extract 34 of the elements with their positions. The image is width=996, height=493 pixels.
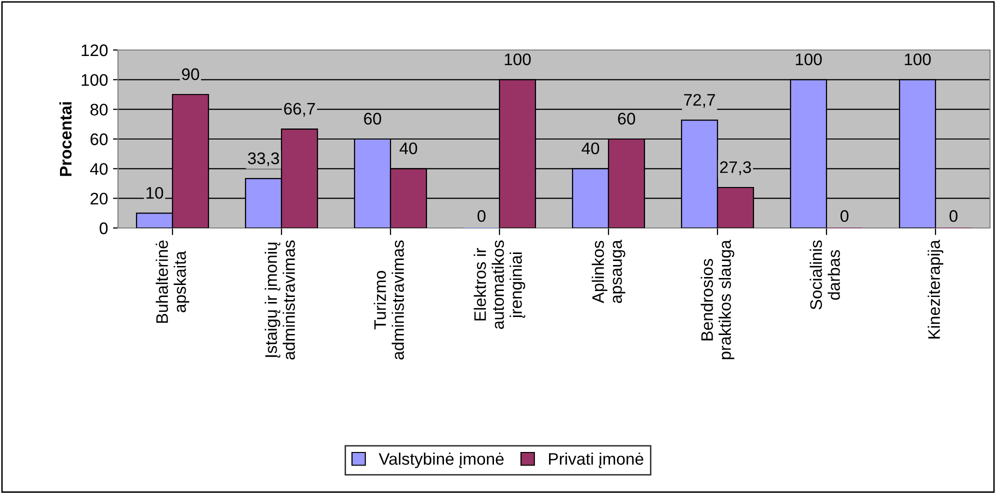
data-label: 0 — [840, 210, 848, 222]
y-axis-title: Procentai — [59, 102, 72, 176]
y-tick-label: 40 — [90, 163, 108, 175]
data-label: 100 — [504, 53, 531, 66]
data-label: 66,7 — [284, 102, 315, 117]
data-label: 10 — [146, 186, 164, 199]
data-label: 90 — [182, 68, 200, 80]
y-tick-label: 0 — [100, 222, 108, 234]
data-label: 40 — [400, 142, 418, 154]
x-tick-label: Kineziterapija — [928, 240, 944, 338]
data-label: 100 — [796, 53, 822, 66]
legend-label: Valstybinė įmonė — [378, 452, 504, 468]
x-tick-label: Įstaigų ir įmonių administravimas — [264, 240, 295, 360]
x-tick-label: Elektros ir automatikos įrenginiai — [474, 240, 526, 329]
x-tick-label: Buhalterinė apskaita — [156, 240, 190, 323]
x-tick-label: Turizmo administravimas — [374, 240, 404, 360]
data-label: 40 — [582, 142, 600, 154]
data-label: 0 — [478, 210, 486, 222]
y-tick-label: 120 — [82, 44, 108, 56]
data-label: 60 — [618, 112, 636, 125]
y-tick-label: 80 — [90, 104, 108, 116]
x-tick-label: Bendrosios praktikos slauga — [700, 240, 734, 360]
data-label: 27,3 — [720, 161, 751, 176]
y-tick-label: 60 — [90, 133, 108, 146]
x-tick-label: Socialinis darbas — [810, 240, 840, 310]
data-label: 60 — [364, 112, 382, 125]
data-label: 72,7 — [684, 94, 715, 108]
y-tick-label: 100 — [82, 74, 108, 86]
x-tick-label: Aplinkos apsauga — [592, 240, 626, 304]
data-label: 33,3 — [248, 152, 280, 166]
legend-label: Privati įmonė — [549, 452, 644, 468]
y-tick-label: 20 — [90, 192, 108, 205]
data-label: 100 — [904, 53, 931, 66]
data-label: 0 — [950, 210, 958, 222]
